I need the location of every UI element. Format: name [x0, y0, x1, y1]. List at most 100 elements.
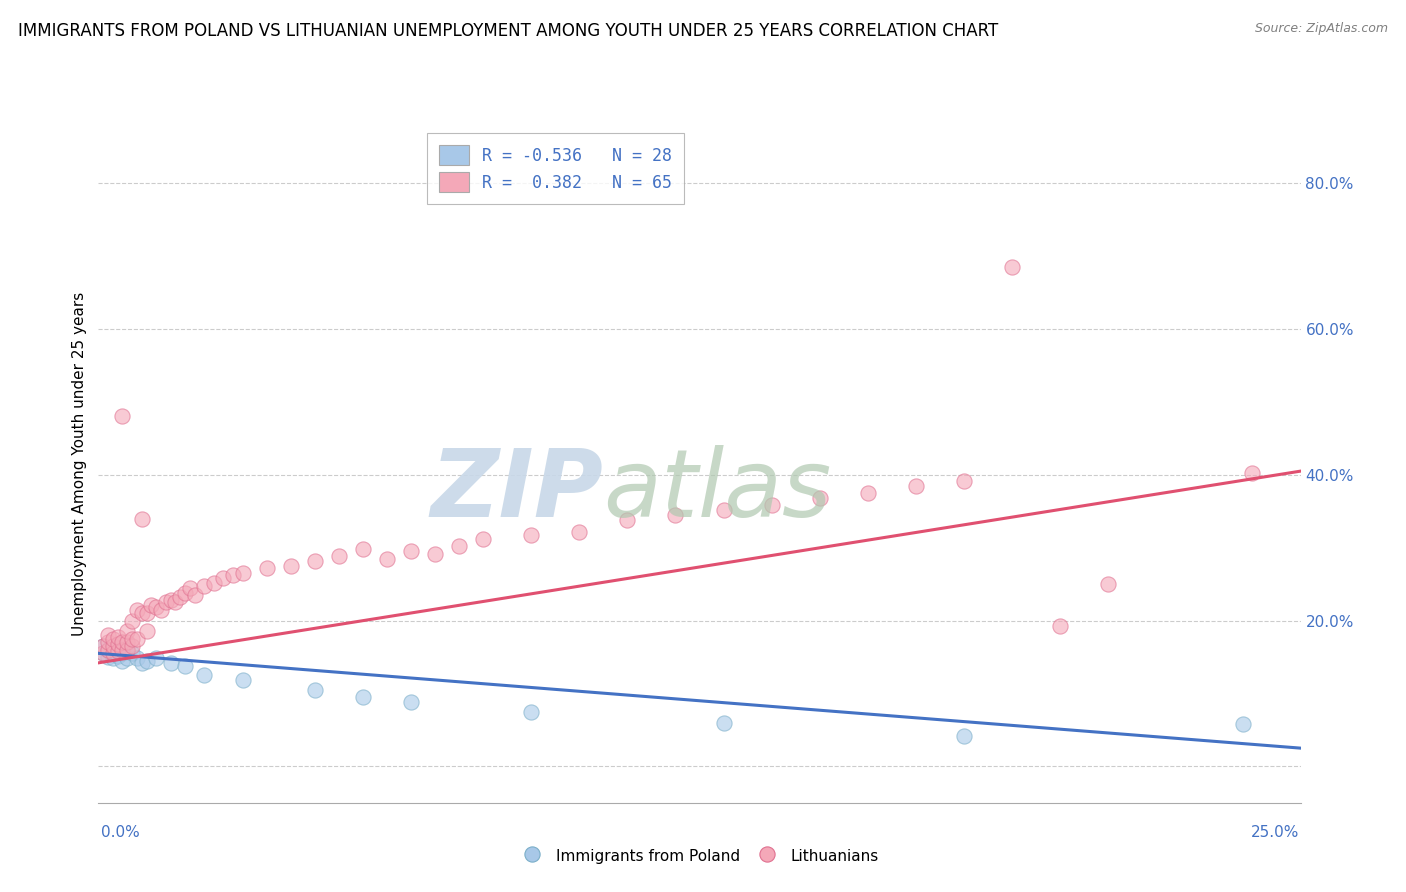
- Point: [169, 591, 191, 605]
- Text: Source: ZipAtlas.com: Source: ZipAtlas.com: [1254, 22, 1388, 36]
- Point: [399, 544, 422, 558]
- Point: [193, 578, 215, 592]
- Point: [97, 635, 120, 649]
- Point: [155, 595, 177, 609]
- Point: [91, 646, 114, 660]
- Point: [953, 729, 976, 743]
- Point: [107, 648, 129, 663]
- Point: [135, 654, 157, 668]
- Point: [107, 641, 129, 656]
- Point: [131, 607, 153, 621]
- Point: [328, 549, 350, 564]
- Point: [1232, 717, 1254, 731]
- Point: [159, 656, 181, 670]
- Point: [101, 639, 124, 653]
- Point: [117, 651, 139, 665]
- Point: [856, 486, 879, 500]
- Point: [141, 598, 163, 612]
- Point: [91, 639, 114, 653]
- Point: [101, 651, 124, 665]
- Point: [616, 513, 638, 527]
- Point: [101, 632, 124, 646]
- Point: [117, 635, 139, 649]
- Point: [135, 624, 157, 639]
- Text: 25.0%: 25.0%: [1251, 825, 1299, 840]
- Point: [131, 656, 153, 670]
- Point: [97, 642, 120, 657]
- Point: [117, 642, 139, 657]
- Y-axis label: Unemployment Among Youth under 25 years: Unemployment Among Youth under 25 years: [72, 292, 87, 636]
- Text: 0.0%: 0.0%: [101, 825, 141, 840]
- Point: [174, 586, 197, 600]
- Point: [713, 715, 735, 730]
- Point: [111, 635, 134, 649]
- Point: [761, 499, 783, 513]
- Point: [91, 639, 114, 653]
- Text: ZIP: ZIP: [430, 445, 603, 537]
- Point: [713, 502, 735, 516]
- Point: [97, 628, 120, 642]
- Point: [232, 673, 254, 688]
- Point: [202, 575, 225, 590]
- Point: [121, 646, 143, 660]
- Point: [97, 650, 120, 665]
- Point: [131, 511, 153, 525]
- Point: [107, 637, 129, 651]
- Point: [193, 668, 215, 682]
- Point: [174, 658, 197, 673]
- Point: [256, 561, 278, 575]
- Point: [107, 630, 129, 644]
- Point: [125, 632, 148, 646]
- Point: [107, 644, 129, 658]
- Point: [1001, 260, 1024, 274]
- Point: [1049, 619, 1071, 633]
- Point: [125, 651, 148, 665]
- Point: [135, 607, 157, 621]
- Legend: Immigrants from Poland, Lithuanians: Immigrants from Poland, Lithuanians: [513, 839, 886, 873]
- Point: [117, 624, 139, 639]
- Point: [423, 547, 446, 561]
- Point: [352, 542, 374, 557]
- Point: [280, 558, 302, 573]
- Point: [304, 682, 326, 697]
- Point: [121, 632, 143, 646]
- Text: IMMIGRANTS FROM POLAND VS LITHUANIAN UNEMPLOYMENT AMONG YOUTH UNDER 25 YEARS COR: IMMIGRANTS FROM POLAND VS LITHUANIAN UNE…: [18, 22, 998, 40]
- Point: [149, 602, 172, 616]
- Point: [304, 554, 326, 568]
- Point: [145, 600, 167, 615]
- Point: [165, 595, 187, 609]
- Point: [117, 642, 139, 657]
- Point: [568, 524, 591, 539]
- Point: [183, 588, 205, 602]
- Point: [101, 644, 124, 658]
- Point: [121, 639, 143, 653]
- Point: [111, 642, 134, 657]
- Point: [399, 695, 422, 709]
- Point: [111, 646, 134, 660]
- Point: [520, 527, 543, 541]
- Point: [232, 566, 254, 581]
- Point: [953, 474, 976, 488]
- Point: [222, 568, 245, 582]
- Point: [375, 551, 398, 566]
- Point: [472, 532, 495, 546]
- Point: [101, 646, 124, 660]
- Point: [447, 539, 470, 553]
- Point: [111, 654, 134, 668]
- Point: [159, 593, 181, 607]
- Point: [97, 642, 120, 657]
- Point: [1097, 577, 1119, 591]
- Point: [145, 651, 167, 665]
- Point: [111, 409, 134, 424]
- Point: [121, 614, 143, 628]
- Point: [125, 602, 148, 616]
- Point: [179, 581, 201, 595]
- Point: [212, 571, 235, 585]
- Point: [352, 690, 374, 705]
- Point: [520, 705, 543, 719]
- Text: atlas: atlas: [603, 445, 831, 536]
- Point: [91, 646, 114, 660]
- Point: [904, 479, 927, 493]
- Point: [664, 508, 686, 522]
- Point: [808, 491, 831, 505]
